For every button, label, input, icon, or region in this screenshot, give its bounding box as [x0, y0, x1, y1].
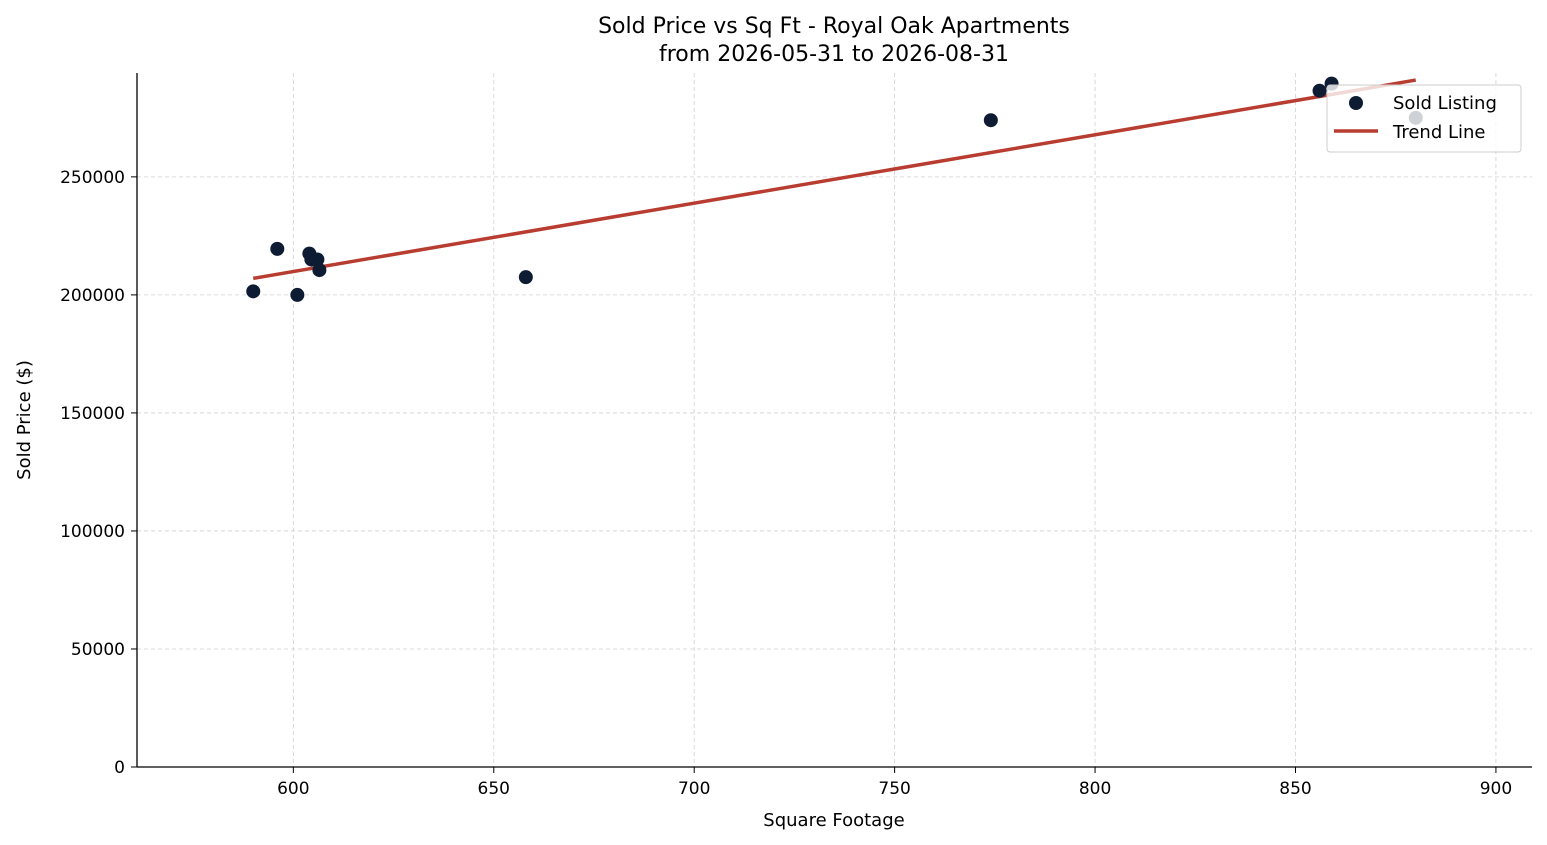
legend-label-sold-listing: Sold Listing	[1393, 93, 1497, 114]
x-tick-label: 900	[1480, 779, 1512, 799]
data-point	[270, 241, 285, 256]
data-point	[246, 284, 261, 299]
x-tick-label: 700	[678, 779, 710, 799]
data-point	[312, 263, 327, 278]
data-point	[310, 252, 325, 267]
data-point	[1312, 83, 1327, 98]
x-tick-label: 750	[878, 779, 910, 799]
data-point	[518, 270, 533, 285]
x-tick-label: 800	[1079, 779, 1111, 799]
chart-subtitle: from 2026-05-31 to 2026-08-31	[659, 42, 1009, 67]
legend-label-trend-line: Trend Line	[1392, 122, 1486, 143]
trend-line	[252, 78, 1417, 281]
grid	[137, 73, 1532, 767]
data-point	[290, 287, 305, 302]
y-tick-label: 0	[114, 758, 125, 778]
y-tick-label: 200000	[60, 286, 125, 306]
axes	[136, 73, 1532, 768]
data-point	[983, 113, 998, 128]
x-tick-label: 850	[1279, 779, 1311, 799]
y-tick-label: 150000	[60, 404, 125, 424]
legend-box	[1326, 84, 1522, 153]
chart-title: Sold Price vs Sq Ft - Royal Oak Apartmen…	[598, 14, 1070, 39]
y-tick-label: 250000	[60, 168, 125, 188]
y-tick-label: 100000	[60, 522, 125, 542]
y-ticks: 0 50000 100000 150000 200000 250000	[60, 168, 137, 778]
legend: Sold Listing Trend Line	[1326, 84, 1522, 153]
x-tick-label: 600	[277, 779, 309, 799]
x-axis-label: Square Footage	[763, 810, 904, 831]
trend-line-layer	[252, 78, 1417, 281]
y-tick-label: 50000	[71, 640, 125, 660]
x-ticks: 600 650 700 750 800 850 900	[277, 767, 1512, 799]
x-tick-label: 650	[478, 779, 510, 799]
points-layer	[246, 76, 1423, 302]
legend-marker-sold-listing	[1349, 96, 1363, 110]
y-axis-label: Sold Price ($)	[14, 360, 35, 480]
